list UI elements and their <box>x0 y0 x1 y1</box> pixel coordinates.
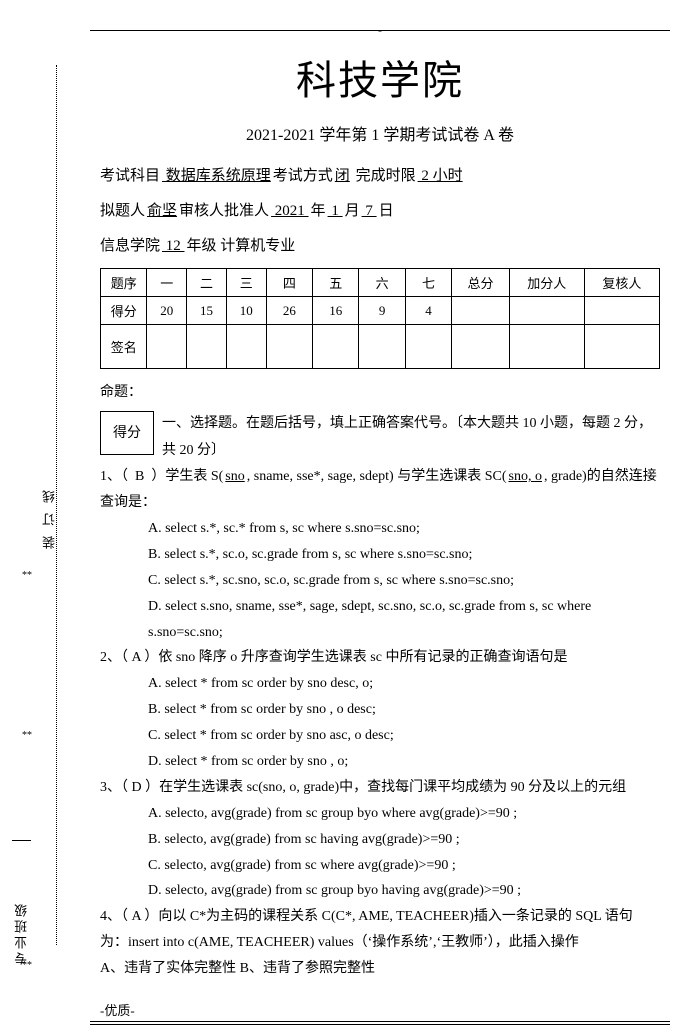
cell <box>509 325 584 369</box>
info-line-1: 考试科目 数据库系统原理考试方式闭 完成时限 2 小时 <box>100 163 660 190</box>
q3-d: D. selecto, avg(grade) from sc group byo… <box>100 878 660 904</box>
score-table: 题序 一 二 三 四 五 六 七 总分 加分人 复核人 得分 20 15 10 … <box>100 268 660 369</box>
q1-a: A. select s.*, sc.* from s, sc where s.s… <box>100 516 660 542</box>
year-value: 2021 <box>269 203 311 219</box>
cell: 加分人 <box>509 269 584 297</box>
question-3: 3、（ D ）在学生选课表 sc(sno, o, grade)中，查找每门课平均… <box>100 775 660 904</box>
cell <box>266 325 312 369</box>
q1-c: C. select s.*, sc.sno, sc.o, sc.grade fr… <box>100 568 660 594</box>
cell: 题序 <box>101 269 147 297</box>
cell: 26 <box>266 297 312 325</box>
cell <box>313 325 359 369</box>
cell: 4 <box>405 297 451 325</box>
q2-a: A. select * from sc order by sno desc, o… <box>100 671 660 697</box>
cell: 10 <box>226 297 266 325</box>
cell <box>452 297 509 325</box>
q2-d: D. select * from sc order by sno , o; <box>100 749 660 775</box>
q3-c: C. selecto, avg(grade) from sc where avg… <box>100 853 660 879</box>
page-body: - 科技学院 2021-2021 学年第 1 学期考试试卷 A 卷 考试科目 数… <box>90 30 670 960</box>
grade-value: 12 <box>160 238 187 254</box>
question-1: 1、（ B ）学生表 S(sno, sname, sse*, sage, sde… <box>100 464 660 645</box>
score-box: 得分 <box>100 411 154 455</box>
cell <box>405 325 451 369</box>
cell: 二 <box>187 269 227 297</box>
mingti-label: 命题： <box>100 381 660 401</box>
cell: 总分 <box>452 269 509 297</box>
subject-value: 数据库系统原理 <box>160 168 273 184</box>
q3-a: A. selecto, avg(grade) from sc group byo… <box>100 801 660 827</box>
section-1-title: 一、选择题。在题后括号，填上正确答案代号。〔本大题共 10 小题，每题 2 分，… <box>100 411 660 464</box>
info-line-3: 信息学院 12 年级 计算机专业 <box>100 233 660 260</box>
q1-b: B. select s.*, sc.o, sc.grade from s, sc… <box>100 542 660 568</box>
cell: 15 <box>187 297 227 325</box>
cell <box>452 325 509 369</box>
label-approve: 审核人批准人 <box>179 203 269 219</box>
method-value: 闭 <box>333 168 352 184</box>
table-row-sign: 签名 <box>101 325 660 369</box>
q4-stem: 4、（ A ）向以 C*为主码的课程关系 C(C*, AME, TEACHEER… <box>100 904 660 956</box>
cell: 四 <box>266 269 312 297</box>
question-4: 4、（ A ）向以 C*为主码的课程关系 C(C*, AME, TEACHEER… <box>100 904 660 982</box>
table-row-header: 题序 一 二 三 四 五 六 七 总分 加分人 复核人 <box>101 269 660 297</box>
cell: 20 <box>147 297 187 325</box>
month-value: 1 <box>326 203 345 219</box>
cell: 签名 <box>101 325 147 369</box>
exam-subtitle: 2021-2021 学年第 1 学期考试试卷 A 卷 <box>90 121 670 145</box>
top-dash: - <box>90 23 670 38</box>
cell: 复核人 <box>584 269 659 297</box>
bottom-rule-1 <box>90 1021 670 1022</box>
q2-b: B. select * from sc order by sno , o des… <box>100 697 660 723</box>
label-duration: 完成时限 <box>352 168 416 184</box>
binding-line-label: 装订线 <box>40 480 59 549</box>
college: 信息学院 <box>100 238 160 254</box>
q3-b: B. selecto, avg(grade) from sc having av… <box>100 827 660 853</box>
question-2: 2、（ A ）依 sno 降序 o 升序查询学生选课表 sc 中所有记录的正确查… <box>100 645 660 774</box>
cell: 9 <box>359 297 405 325</box>
cell <box>226 325 266 369</box>
q1-d: D. select s.sno, sname, sse*, sage, sdep… <box>100 594 660 646</box>
class-label: 专业班级 <box>12 840 31 965</box>
cell <box>509 297 584 325</box>
footer-text: -优质- <box>100 1000 660 1019</box>
label-month: 月 <box>345 203 360 219</box>
cell: 16 <box>313 297 359 325</box>
q2-c: C. select * from sc order by sno asc, o … <box>100 723 660 749</box>
star-marker-2: ** <box>22 730 32 741</box>
label-day: 日 <box>379 203 394 219</box>
label-author: 拟题人 <box>100 203 145 219</box>
star-marker-1: ** <box>22 570 32 581</box>
major: 年级 计算机专业 <box>187 238 296 254</box>
day-value: 7 <box>360 203 379 219</box>
cell: 五 <box>313 269 359 297</box>
cell <box>187 325 227 369</box>
cell: 一 <box>147 269 187 297</box>
binding-margin: 装订线 ** ** ** 专业班级 <box>0 0 80 982</box>
cell: 六 <box>359 269 405 297</box>
label-year: 年 <box>311 203 326 219</box>
q1-stem: 1、（ B ）学生表 S(sno, sname, sse*, sage, sde… <box>100 464 660 516</box>
q4-opts: A、违背了实体完整性 B、违背了参照完整性 <box>100 956 660 982</box>
cell <box>584 325 659 369</box>
cell: 七 <box>405 269 451 297</box>
table-row-score: 得分 20 15 10 26 16 9 4 <box>101 297 660 325</box>
institution-title: 科技学院 <box>90 48 670 106</box>
label-subject: 考试科目 <box>100 168 160 184</box>
cell <box>147 325 187 369</box>
q3-stem: 3、（ D ）在学生选课表 sc(sno, o, grade)中，查找每门课平均… <box>100 775 660 801</box>
cell: 得分 <box>101 297 147 325</box>
label-method: 考试方式 <box>273 168 333 184</box>
cell <box>584 297 659 325</box>
q2-stem: 2、（ A ）依 sno 降序 o 升序查询学生选课表 sc 中所有记录的正确查… <box>100 645 660 671</box>
cell: 三 <box>226 269 266 297</box>
cell <box>359 325 405 369</box>
author-value: 俞坚 <box>145 203 179 219</box>
duration-value: 2 小时 <box>416 168 465 184</box>
info-line-2: 拟题人俞坚审核人批准人 2021 年 1 月 7 日 <box>100 198 660 225</box>
